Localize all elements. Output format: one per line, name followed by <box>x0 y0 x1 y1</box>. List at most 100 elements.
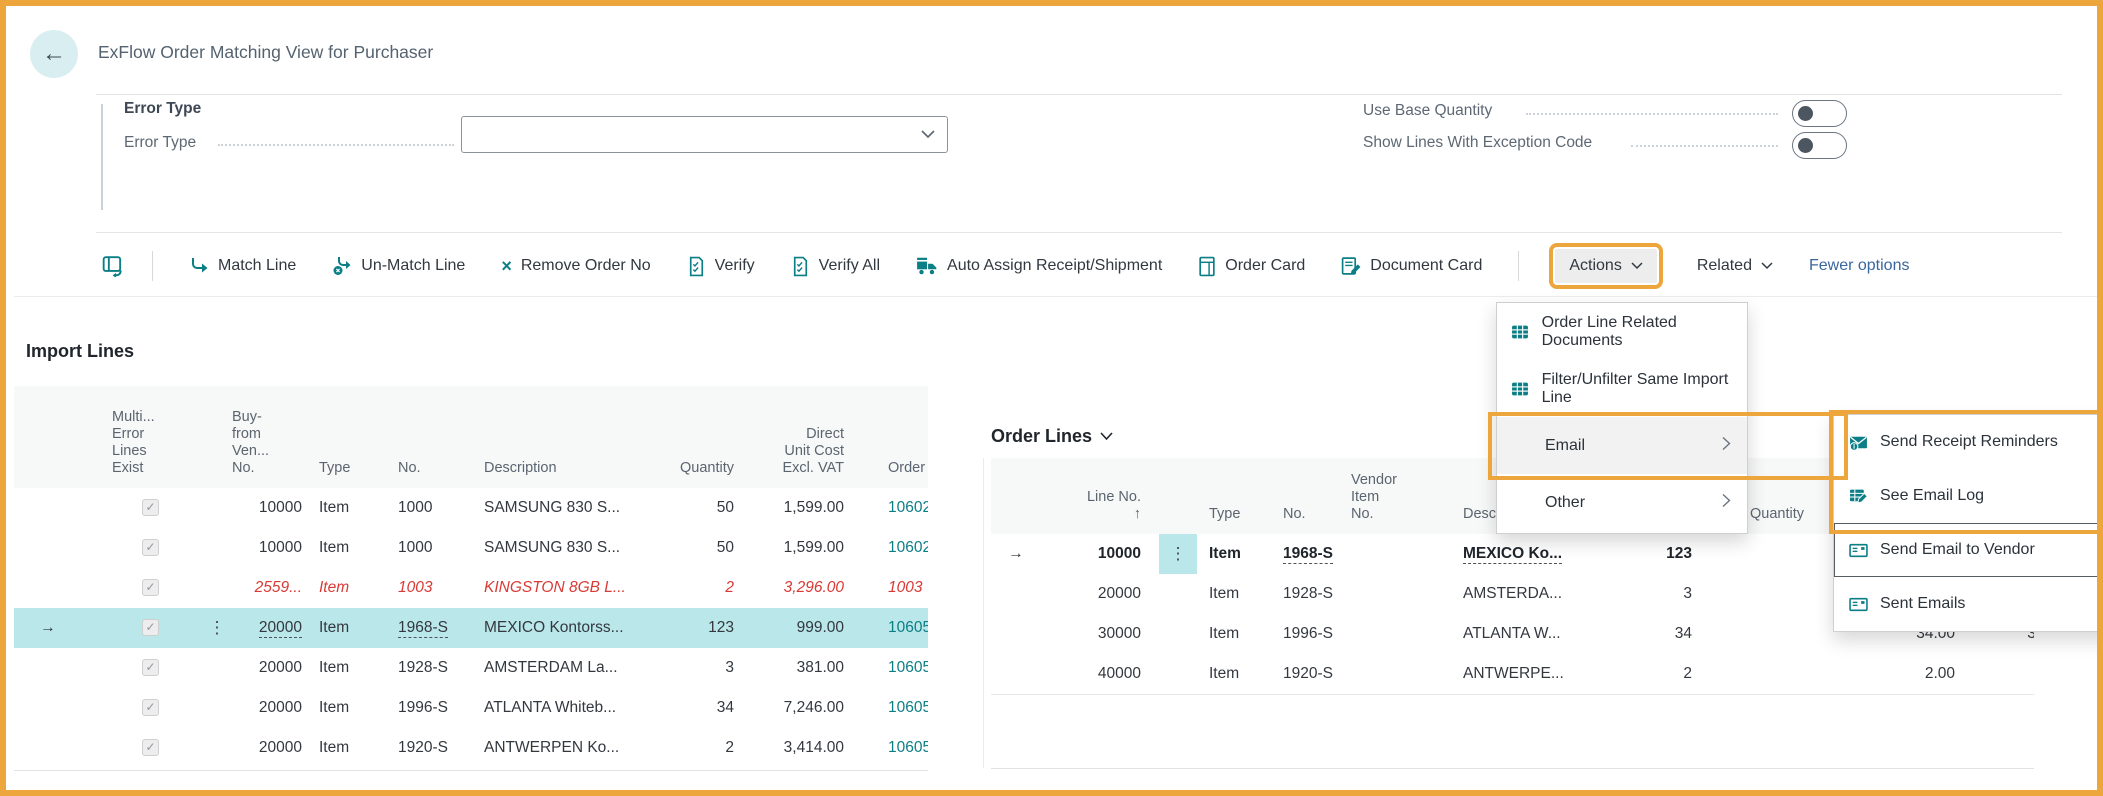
cell-type[interactable]: Item <box>1209 625 1240 642</box>
cell-quantity[interactable]: 2 <box>725 579 734 596</box>
use-base-quantity-toggle[interactable] <box>1792 100 1847 127</box>
cell-direct-unit-cost[interactable]: 3,414.00 <box>783 739 844 756</box>
cell-line-no[interactable]: 10000 <box>1097 545 1141 562</box>
cell-order-link[interactable]: 10605 <box>888 659 928 676</box>
col-header-vendor-item-no[interactable]: Vendor Item No. <box>1351 472 1397 522</box>
cell-no[interactable]: 1920-S <box>1283 665 1333 682</box>
col-header-direct-unit-cost[interactable]: Direct Unit Cost Excl. VAT <box>782 426 845 476</box>
cell-description[interactable]: SAMSUNG 830 S... <box>484 539 621 556</box>
cell-type[interactable]: Item <box>319 499 350 516</box>
import-line-row[interactable]: ✓ 10000 Item 1000 SAMSUNG 830 S... 50 1,… <box>14 488 928 529</box>
col-header-buy-from[interactable]: Buy- from Ven... No. <box>232 409 270 476</box>
cell-description[interactable]: AMSTERDA... <box>1463 585 1563 602</box>
row-menu-cell[interactable]: ⋮ <box>1159 534 1197 574</box>
col-header-no[interactable]: No. <box>1283 506 1306 522</box>
cell-type[interactable]: Item <box>1209 665 1240 682</box>
cell-no[interactable]: 1968-S <box>1283 534 1333 574</box>
row-menu-dots-icon[interactable]: ⋮ <box>1169 544 1187 563</box>
menu-item-email[interactable]: Email <box>1497 417 1747 474</box>
menu-item-filter-unfilter-same-import-line[interactable]: Filter/Unfilter Same Import Line <box>1497 360 1747 417</box>
cell-buy-from-value[interactable]: 20000 <box>258 619 302 638</box>
order-line-row[interactable]: 40000 Item 1920-S ANTWERPE... 2 2.00 2.0… <box>991 654 2034 695</box>
col-header-no[interactable]: No. <box>398 460 421 476</box>
cell-order-link[interactable]: 1003 <box>888 579 923 596</box>
auto-assign-button[interactable]: Auto Assign Receipt/Shipment <box>916 256 1162 276</box>
cell-direct-unit-cost[interactable]: 999.00 <box>796 619 844 636</box>
cell-order-link[interactable]: 10602 <box>888 539 928 556</box>
fewer-options-button[interactable]: Fewer options <box>1809 257 1910 275</box>
cell-type[interactable]: Item <box>319 619 350 636</box>
cell-type[interactable]: Item <box>319 659 350 676</box>
submenu-item-sent-emails[interactable]: Sent Emails <box>1834 577 2097 631</box>
document-card-button[interactable]: Document Card <box>1341 256 1482 277</box>
cell-buy-from[interactable]: 20000 <box>258 699 302 716</box>
cell-description[interactable]: ATLANTA W... <box>1463 625 1561 642</box>
cell-no[interactable]: 1928-S <box>398 659 448 676</box>
cell-type[interactable]: Item <box>1209 585 1240 602</box>
multi-error-checkbox[interactable]: ✓ <box>142 499 159 516</box>
cell-quantity[interactable]: 2 <box>1683 665 1692 682</box>
cell-buy-from[interactable]: 2559... <box>254 579 302 596</box>
import-line-row[interactable]: ✓ 10000 Item 1000 SAMSUNG 830 S... 50 1,… <box>14 528 928 569</box>
cell-no-value[interactable]: 1968-S <box>398 619 448 638</box>
cell-line-no[interactable]: 30000 <box>1097 625 1141 642</box>
cell-description[interactable]: AMSTERDAM La... <box>484 659 618 676</box>
col-header-multi-error[interactable]: Multi... Error Lines Exist <box>112 409 155 476</box>
cell-quantity-3[interactable]: 2.00 <box>1956 654 2034 694</box>
cell-quantity[interactable]: 34 <box>716 699 734 716</box>
cell-buy-from[interactable]: 20000 <box>258 659 302 676</box>
col-header-type[interactable]: Type <box>319 460 351 476</box>
col-header-order[interactable]: Order <box>888 460 926 476</box>
cell-no[interactable]: 1968-S <box>398 608 448 648</box>
import-line-row[interactable]: ✓ 20000 Item 1996-S ATLANTA Whiteb... 34… <box>14 688 928 729</box>
cell-order-link[interactable]: 10605 <box>888 619 928 636</box>
multi-error-checkbox[interactable]: ✓ <box>142 619 159 636</box>
cell-no[interactable]: 1920-S <box>398 739 448 756</box>
col-header-description[interactable]: Description <box>484 460 557 476</box>
back-button[interactable]: ← <box>30 30 78 78</box>
cell-quantity[interactable]: 123 <box>708 619 734 636</box>
cell-buy-from[interactable]: 10000 <box>258 539 302 556</box>
related-menu-button[interactable]: Related <box>1697 257 1773 275</box>
cell-type[interactable]: Item <box>319 579 350 596</box>
cell-order-link[interactable]: 10605 <box>888 739 928 756</box>
cell-no[interactable]: 1996-S <box>398 699 448 716</box>
import-line-row[interactable]: ✓ 20000 Item 1920-S ANTWERPEN Ko... 2 3,… <box>14 728 928 768</box>
cell-no[interactable]: 1000 <box>398 539 433 556</box>
cell-direct-unit-cost[interactable]: 1,599.00 <box>783 539 844 556</box>
order-card-button[interactable]: Order Card <box>1198 256 1305 277</box>
unmatch-line-button[interactable]: Un-Match Line <box>332 256 465 276</box>
cell-order-link[interactable]: 10605 <box>888 699 928 716</box>
actions-menu-button[interactable]: Actions <box>1549 243 1663 289</box>
cell-buy-from[interactable]: 10000 <box>258 499 302 516</box>
col-header-type[interactable]: Type <box>1209 506 1241 522</box>
cell-direct-unit-cost[interactable]: 7,246.00 <box>783 699 844 716</box>
cell-description[interactable]: MEXICO Ko... <box>1463 534 1563 574</box>
menu-item-other[interactable]: Other <box>1497 474 1747 531</box>
cell-quantity-3[interactable]: 34.00 <box>1956 614 2034 654</box>
submenu-item-see-email-log[interactable]: See Email Log <box>1834 469 2097 523</box>
cell-quantity[interactable]: 2 <box>725 739 734 756</box>
cell-line-no[interactable]: 20000 <box>1097 585 1141 602</box>
cell-type[interactable]: Item <box>319 539 350 556</box>
row-menu-dots-icon[interactable]: ⋮ <box>208 618 226 637</box>
cell-no[interactable]: 1000 <box>398 499 433 516</box>
cell-description[interactable]: ANTWERPEN Ko... <box>484 739 620 756</box>
cell-description-value[interactable]: MEXICO Ko... <box>1463 545 1563 564</box>
cell-description[interactable]: KINGSTON 8GB L... <box>484 579 626 596</box>
cell-direct-unit-cost[interactable]: 3,296.00 <box>783 579 844 596</box>
cell-no[interactable]: 1928-S <box>1283 585 1333 602</box>
cell-no-value[interactable]: 1968-S <box>1283 545 1333 564</box>
cell-quantity[interactable]: 34 <box>1674 625 1692 642</box>
import-line-row-error[interactable]: ✓ 2559... Item 1003 KINGSTON 8GB L... 2 … <box>14 568 928 609</box>
cell-description[interactable]: MEXICO Kontorss... <box>484 619 624 636</box>
remove-order-no-button[interactable]: × Remove Order No <box>501 257 650 275</box>
cell-type[interactable]: Item <box>319 699 350 716</box>
cell-no[interactable]: 1996-S <box>1283 625 1333 642</box>
cell-line-no[interactable]: 40000 <box>1097 665 1141 682</box>
menu-item-order-line-related-documents[interactable]: Order Line Related Documents <box>1497 303 1747 360</box>
show-lines-exception-toggle[interactable] <box>1792 132 1847 159</box>
cell-quantity-2[interactable]: 2.00 <box>1924 665 1955 682</box>
cell-type[interactable]: Item <box>1209 545 1241 562</box>
multi-error-checkbox[interactable]: ✓ <box>142 699 159 716</box>
